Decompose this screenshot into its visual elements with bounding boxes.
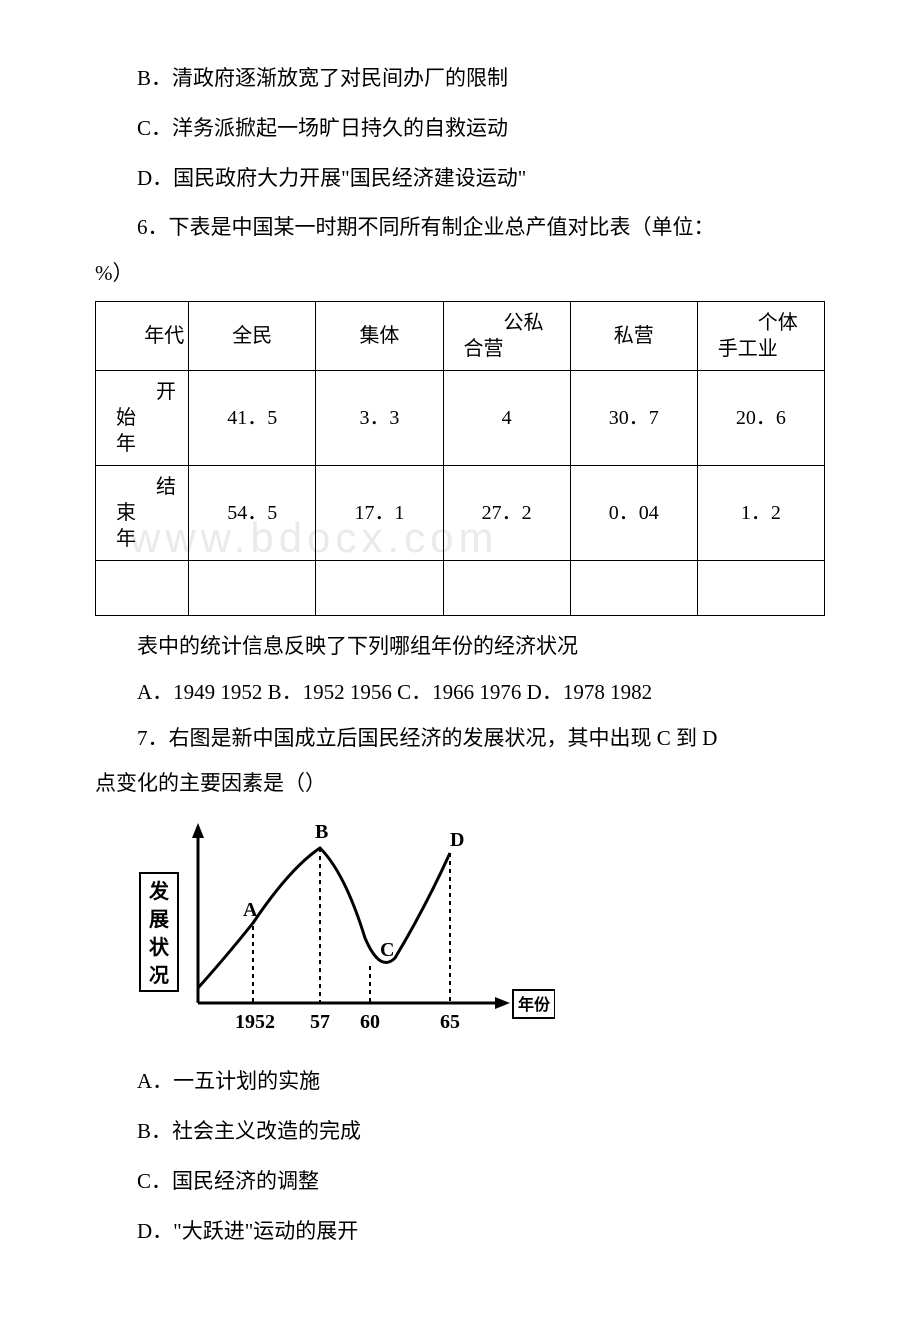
q7-option-b: B．社会主义改造的完成 [95,1113,825,1151]
y-label-char: 状 [149,935,170,959]
table-cell: 30．7 [570,370,697,465]
x-tick-label: 57 [310,1011,330,1033]
table-header-cell: 公私合营 [443,301,570,370]
table-cell [96,560,189,615]
table-header-cell: 年代 [96,301,189,370]
chart-point-label: D [450,829,464,851]
q6-options: A．1949 1952 B．1952 1956 C．1966 1976 D．19… [95,674,825,712]
table-header-cell: 个体手工业 [697,301,824,370]
table-cell: 1．2 [697,465,824,560]
chart-point-label: A [243,899,258,921]
x-axis-arrow [495,997,510,1009]
table-cell: 4 [443,370,570,465]
x-label: 年份 [518,995,551,1014]
table-row [96,560,825,615]
q7-stem-line2: 点变化的主要因素是（） [95,765,825,803]
table-cell: 开始年 [96,370,189,465]
table-row: 结束年 54．5 17．1 27．2 0．04 1．2 [96,465,825,560]
chart-svg: 发 展 状 况 A B C D 1952 57 60 65 年份 [135,818,555,1048]
y-label-char: 展 [149,909,169,931]
table-cell: 27．2 [443,465,570,560]
q6-stem-line1: 6．下表是中国某一时期不同所有制企业总产值对比表（单位： [95,209,825,247]
q7-chart: 发 展 状 况 A B C D 1952 57 60 65 年份 [135,818,555,1048]
q6-stem-line2: %） [95,255,825,293]
chart-point-label: B [315,821,328,843]
table-cell: 20．6 [697,370,824,465]
table-header-cell: 全民 [189,301,316,370]
y-axis-arrow [192,823,204,838]
table-cell: 41．5 [189,370,316,465]
table-cell: 54．5 [189,465,316,560]
x-tick-label: 60 [360,1011,380,1033]
table-row: 开始年 41．5 3．3 4 30．7 20．6 [96,370,825,465]
table-cell: 0．04 [570,465,697,560]
q6-subtext: 表中的统计信息反映了下列哪组年份的经济状况 [95,628,825,666]
q7-option-c: C．国民经济的调整 [95,1163,825,1201]
table-row: 年代 全民 集体 公私合营 私营 个体手工业 [96,301,825,370]
chart-point-label: C [380,939,394,961]
q5-option-c: C．洋务派掀起一场旷日持久的自救运动 [95,110,825,148]
q5-option-b: B．清政府逐渐放宽了对民间办厂的限制 [95,60,825,98]
q7-stem-line1: 7．右图是新中国成立后国民经济的发展状况，其中出现 C 到 D [95,720,825,758]
table-cell: 3．3 [316,370,443,465]
table-cell [316,560,443,615]
table-cell: 结束年 [96,465,189,560]
table-header-cell: 集体 [316,301,443,370]
y-label-char: 况 [149,965,169,987]
q7-option-d: D．"大跃进"运动的展开 [95,1213,825,1251]
table-cell [697,560,824,615]
q5-option-d: D．国民政府大力开展"国民经济建设运动" [95,160,825,198]
table-header-cell: 私营 [570,301,697,370]
y-label-char: 发 [148,879,170,903]
x-tick-label: 65 [440,1011,460,1033]
table-cell: 17．1 [316,465,443,560]
chart-curve [198,848,450,988]
table-cell [570,560,697,615]
q7-option-a: A．一五计划的实施 [95,1063,825,1101]
q6-table: 年代 全民 集体 公私合营 私营 个体手工业 开始年 41．5 3．3 4 30… [95,301,825,616]
table-cell [443,560,570,615]
x-tick-label: 1952 [235,1011,275,1033]
table-cell [189,560,316,615]
